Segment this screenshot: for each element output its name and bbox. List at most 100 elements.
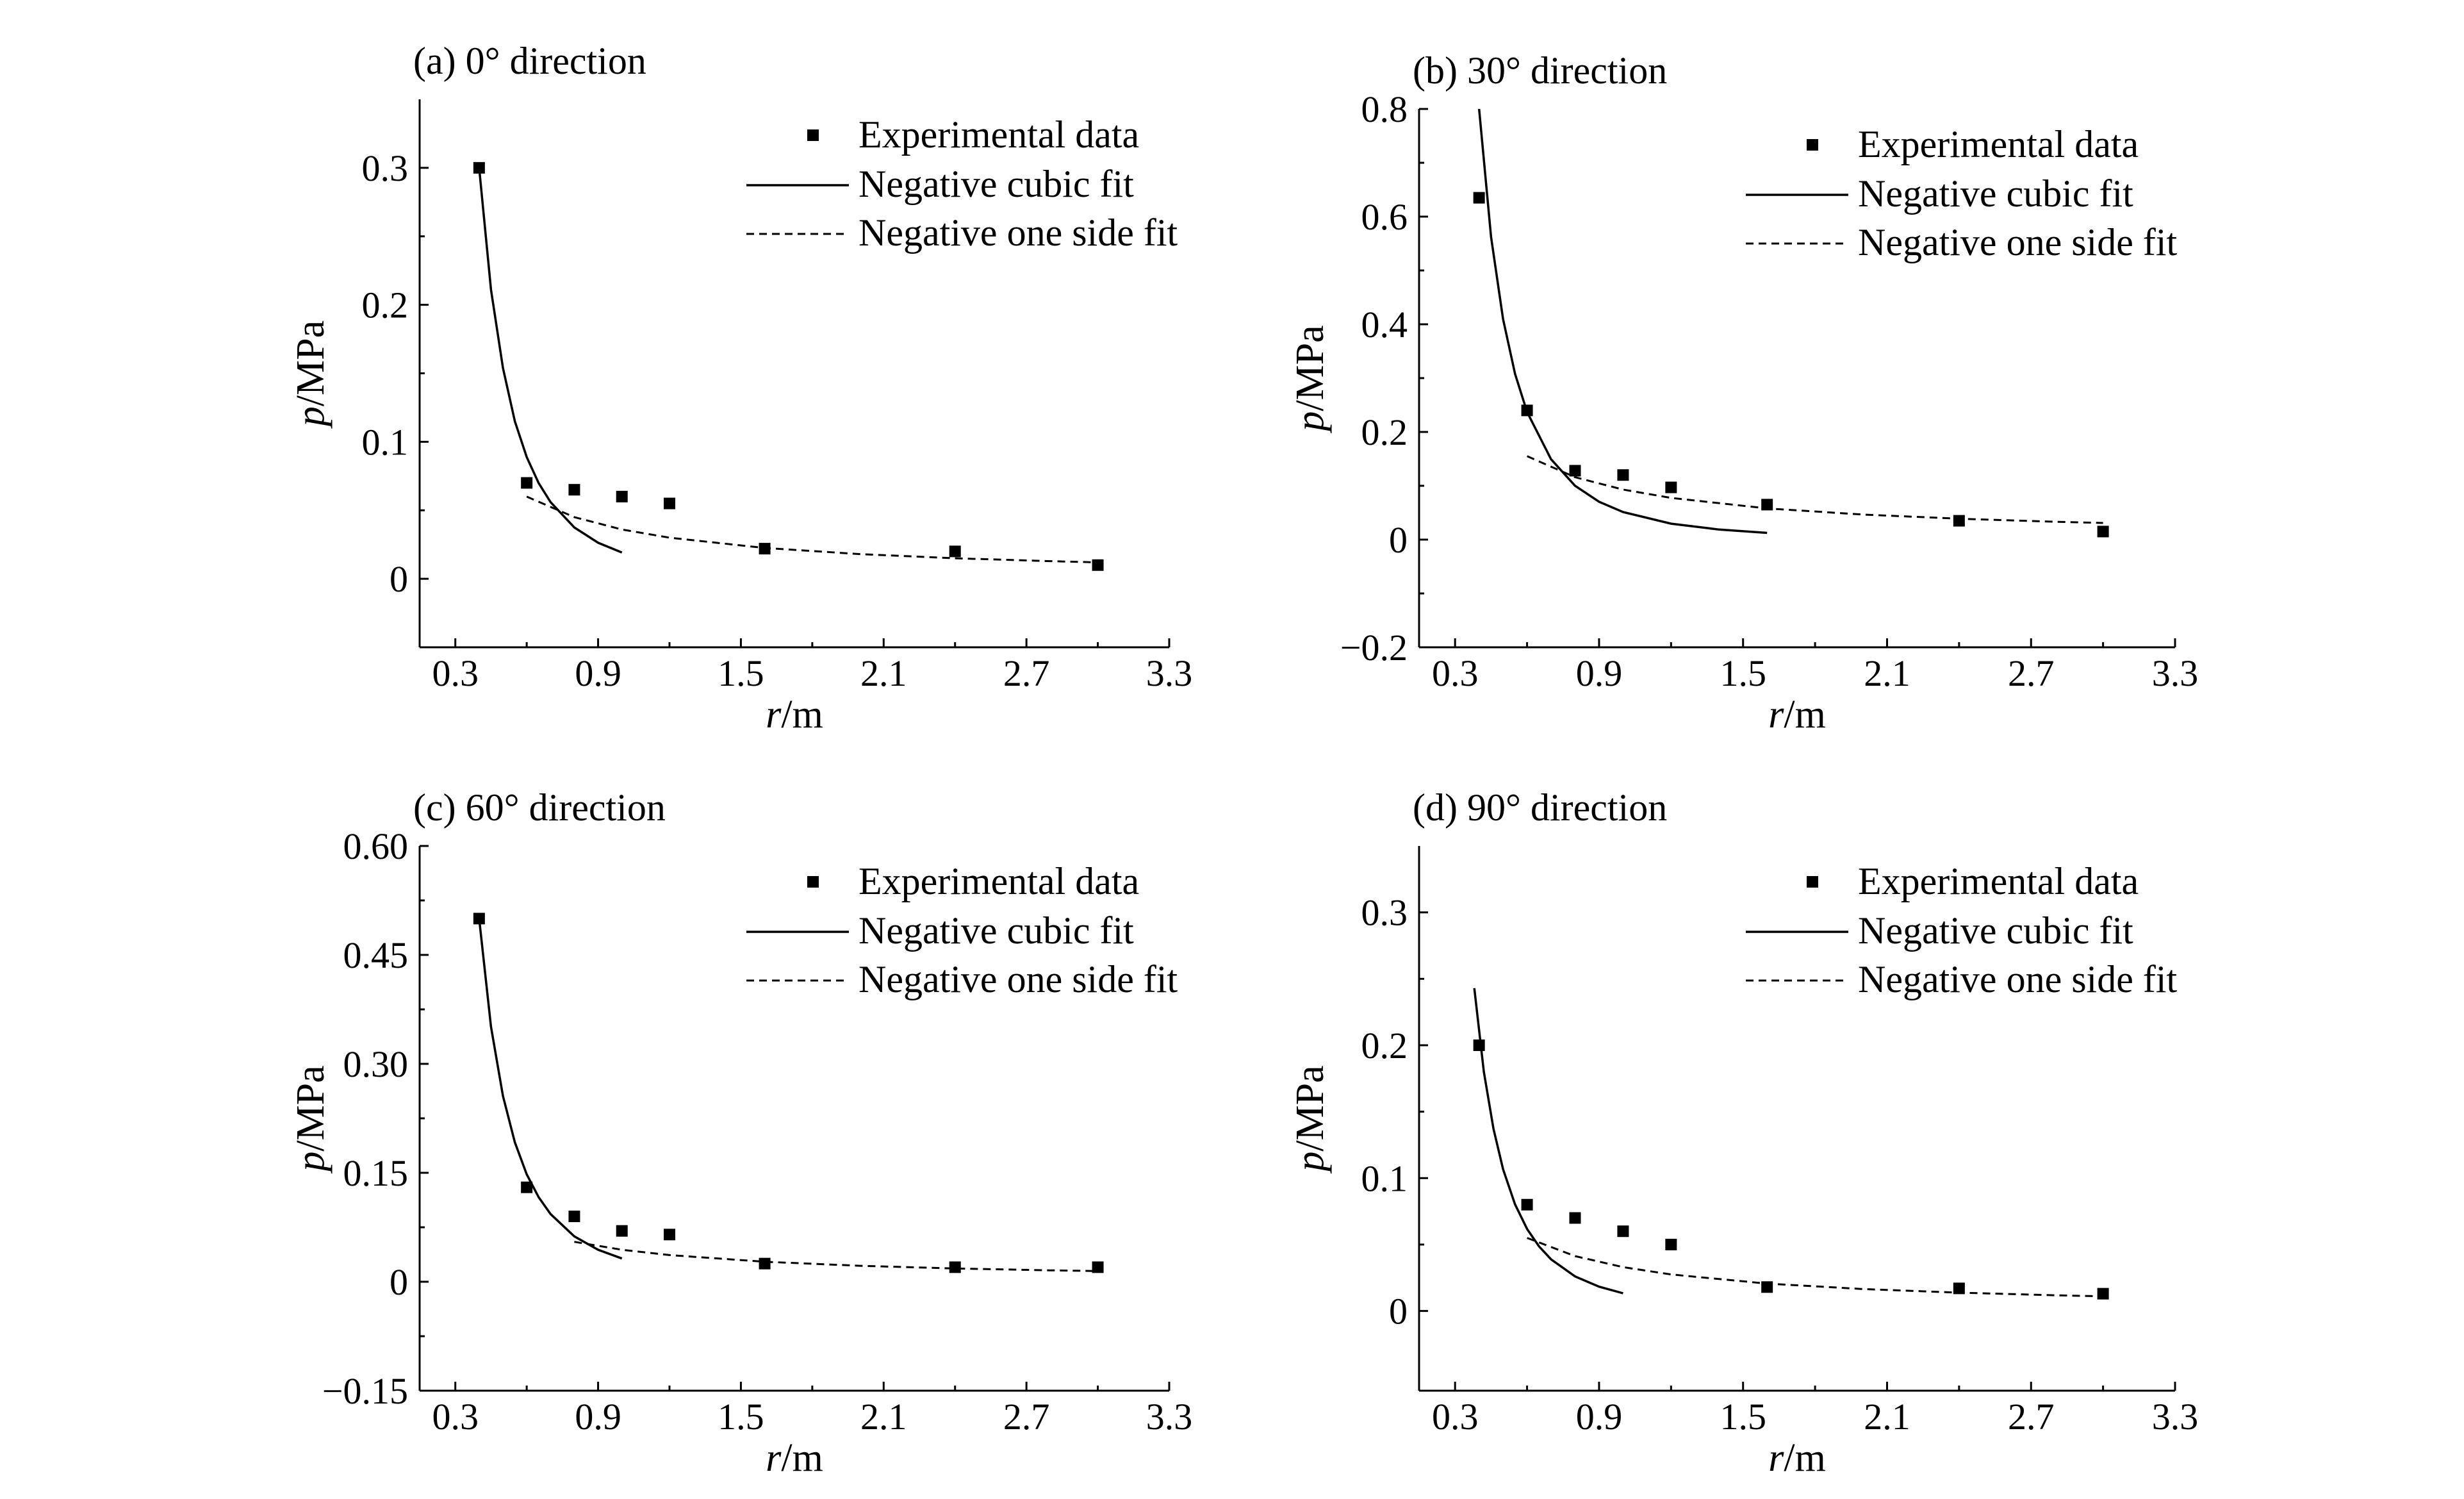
y-tick-label: 0.2 bbox=[1361, 411, 1408, 453]
data-point bbox=[1473, 192, 1485, 204]
data-point bbox=[1092, 1261, 1104, 1273]
x-tick-label: 2.1 bbox=[1864, 1396, 1910, 1437]
legend-label: Negative one side fit bbox=[858, 211, 1178, 254]
y-tick-label: 0.3 bbox=[1361, 892, 1408, 934]
x-tick-label: 2.1 bbox=[860, 1396, 907, 1437]
y-tick-label: −0.15 bbox=[322, 1370, 408, 1412]
data-point bbox=[759, 1257, 771, 1270]
x-tick-label: 0.3 bbox=[432, 1396, 479, 1437]
legend-label: Experimental data bbox=[1858, 860, 2139, 902]
x-tick-label: 1.5 bbox=[718, 652, 764, 694]
chart-panel-2: 0.3 0.9 1.5 2.1 2.7 3.3 −0.15 0 0.15 0.30 0.45 0.60… bbox=[289, 786, 1192, 1480]
data-point bbox=[1569, 1212, 1581, 1224]
y-tick-label: 0 bbox=[390, 558, 408, 600]
x-tick-label: 2.7 bbox=[2008, 1396, 2055, 1437]
data-point bbox=[616, 490, 628, 502]
x-tick-label: 0.9 bbox=[1576, 1396, 1623, 1437]
data-point bbox=[949, 545, 961, 558]
x-tick-label: 3.3 bbox=[1146, 652, 1193, 694]
y-axis-label: p/MPa bbox=[1288, 1065, 1332, 1173]
negative-cubic-fit-line bbox=[1473, 988, 1623, 1295]
y-tick-label: 0.2 bbox=[362, 285, 409, 326]
legend-marker-experimental bbox=[807, 129, 819, 141]
y-tick-label: 0.3 bbox=[362, 147, 409, 189]
y-axis-label: p/MPa bbox=[1288, 325, 1332, 433]
y-tick-label: −0.2 bbox=[1340, 627, 1408, 668]
x-tick-label: 3.3 bbox=[2152, 652, 2199, 694]
data-point bbox=[1473, 1039, 1485, 1051]
x-tick-label: 2.1 bbox=[1864, 652, 1910, 694]
y-tick-label: 0.1 bbox=[362, 421, 409, 463]
data-point bbox=[521, 477, 533, 489]
data-point bbox=[1665, 1238, 1677, 1250]
x-tick-label: 3.3 bbox=[1146, 1396, 1193, 1437]
data-point bbox=[1617, 469, 1629, 481]
y-tick-label: 0.4 bbox=[1361, 304, 1408, 345]
legend-label: Negative cubic fit bbox=[858, 163, 1134, 205]
y-tick-label: 0 bbox=[1389, 519, 1408, 561]
data-point bbox=[2097, 1288, 2109, 1300]
negative-one-side-fit-line bbox=[574, 1241, 1098, 1272]
chart-panel-3: 0.3 0.9 1.5 2.1 2.7 3.3 0 0.1 0.2 0.3 (d) 90° dire… bbox=[1288, 786, 2198, 1480]
data-point bbox=[473, 161, 485, 174]
data-point bbox=[949, 1261, 961, 1273]
x-tick-label: 3.3 bbox=[2152, 1396, 2199, 1437]
data-point bbox=[616, 1225, 628, 1237]
x-tick-label: 0.9 bbox=[1576, 652, 1623, 694]
x-tick-label: 0.3 bbox=[432, 652, 479, 694]
chart-panel-1: 0.3 0.9 1.5 2.1 2.7 3.3 −0.2 0 0.2 0.4 0.6 0.8(b) 3… bbox=[1288, 49, 2198, 736]
x-axis-label: r/m bbox=[1768, 693, 1826, 736]
x-axis-label: r/m bbox=[766, 693, 823, 736]
data-point bbox=[664, 497, 675, 509]
x-tick-label: 0.3 bbox=[1432, 652, 1479, 694]
data-point bbox=[664, 1229, 675, 1241]
legend-label: Negative cubic fit bbox=[1858, 172, 2133, 215]
legend-marker-experimental bbox=[1807, 139, 1818, 151]
y-tick-label: 0.2 bbox=[1361, 1025, 1408, 1066]
x-tick-label: 0.9 bbox=[575, 652, 621, 694]
x-axis-label: r/m bbox=[766, 1436, 823, 1480]
legend-label: Negative one side fit bbox=[1858, 958, 2177, 1000]
x-tick-label: 0.9 bbox=[575, 1396, 621, 1437]
y-tick-label: 0 bbox=[390, 1261, 408, 1303]
x-tick-label: 1.5 bbox=[1720, 1396, 1766, 1437]
y-axis-label: p/MPa bbox=[289, 1065, 333, 1173]
legend-label: Negative one side fit bbox=[858, 958, 1178, 1000]
chart-panel-0: 0.3 0.9 1.5 2.1 2.7 3.3 0 0.1 0.2 0.3 (a) 0° direc… bbox=[289, 40, 1192, 736]
y-tick-label: 0.60 bbox=[343, 825, 409, 867]
y-tick-label: 0 bbox=[1389, 1291, 1408, 1332]
x-tick-label: 2.7 bbox=[1003, 1396, 1050, 1437]
y-tick-label: 0.45 bbox=[343, 934, 409, 976]
negative-one-side-fit-line bbox=[1527, 1237, 2103, 1298]
data-point bbox=[1953, 1282, 1965, 1295]
legend-label: Experimental data bbox=[858, 860, 1139, 902]
x-tick-label: 1.5 bbox=[1720, 652, 1766, 694]
panel-title: (d) 90° direction bbox=[1413, 786, 1667, 829]
y-axis-label: p/MPa bbox=[289, 320, 333, 429]
data-point bbox=[521, 1181, 533, 1193]
data-point bbox=[1953, 515, 1965, 527]
x-tick-label: 2.7 bbox=[1003, 652, 1050, 694]
panel-title: (b) 30° direction bbox=[1413, 49, 1667, 92]
data-point bbox=[1521, 1198, 1533, 1211]
x-tick-label: 2.1 bbox=[860, 652, 907, 694]
y-tick-label: 0.6 bbox=[1361, 196, 1408, 238]
y-tick-label: 0.8 bbox=[1361, 88, 1408, 130]
legend-label: Negative cubic fit bbox=[858, 909, 1134, 952]
data-point bbox=[568, 484, 580, 496]
x-tick-label: 2.7 bbox=[2008, 652, 2055, 694]
data-point bbox=[2097, 526, 2109, 538]
legend-label: Negative cubic fit bbox=[1858, 909, 2133, 952]
negative-one-side-fit-line bbox=[526, 495, 1098, 563]
x-tick-label: 1.5 bbox=[718, 1396, 764, 1437]
legend-marker-experimental bbox=[1807, 876, 1818, 888]
legend-label: Experimental data bbox=[1858, 123, 2139, 165]
data-point bbox=[1092, 559, 1104, 571]
data-point bbox=[568, 1211, 580, 1222]
x-axis-label: r/m bbox=[1768, 1436, 1826, 1480]
negative-cubic-fit-line bbox=[478, 167, 623, 554]
data-point bbox=[1617, 1225, 1629, 1238]
y-tick-label: 0.1 bbox=[1361, 1157, 1408, 1199]
negative-cubic-fit-line bbox=[478, 918, 623, 1260]
